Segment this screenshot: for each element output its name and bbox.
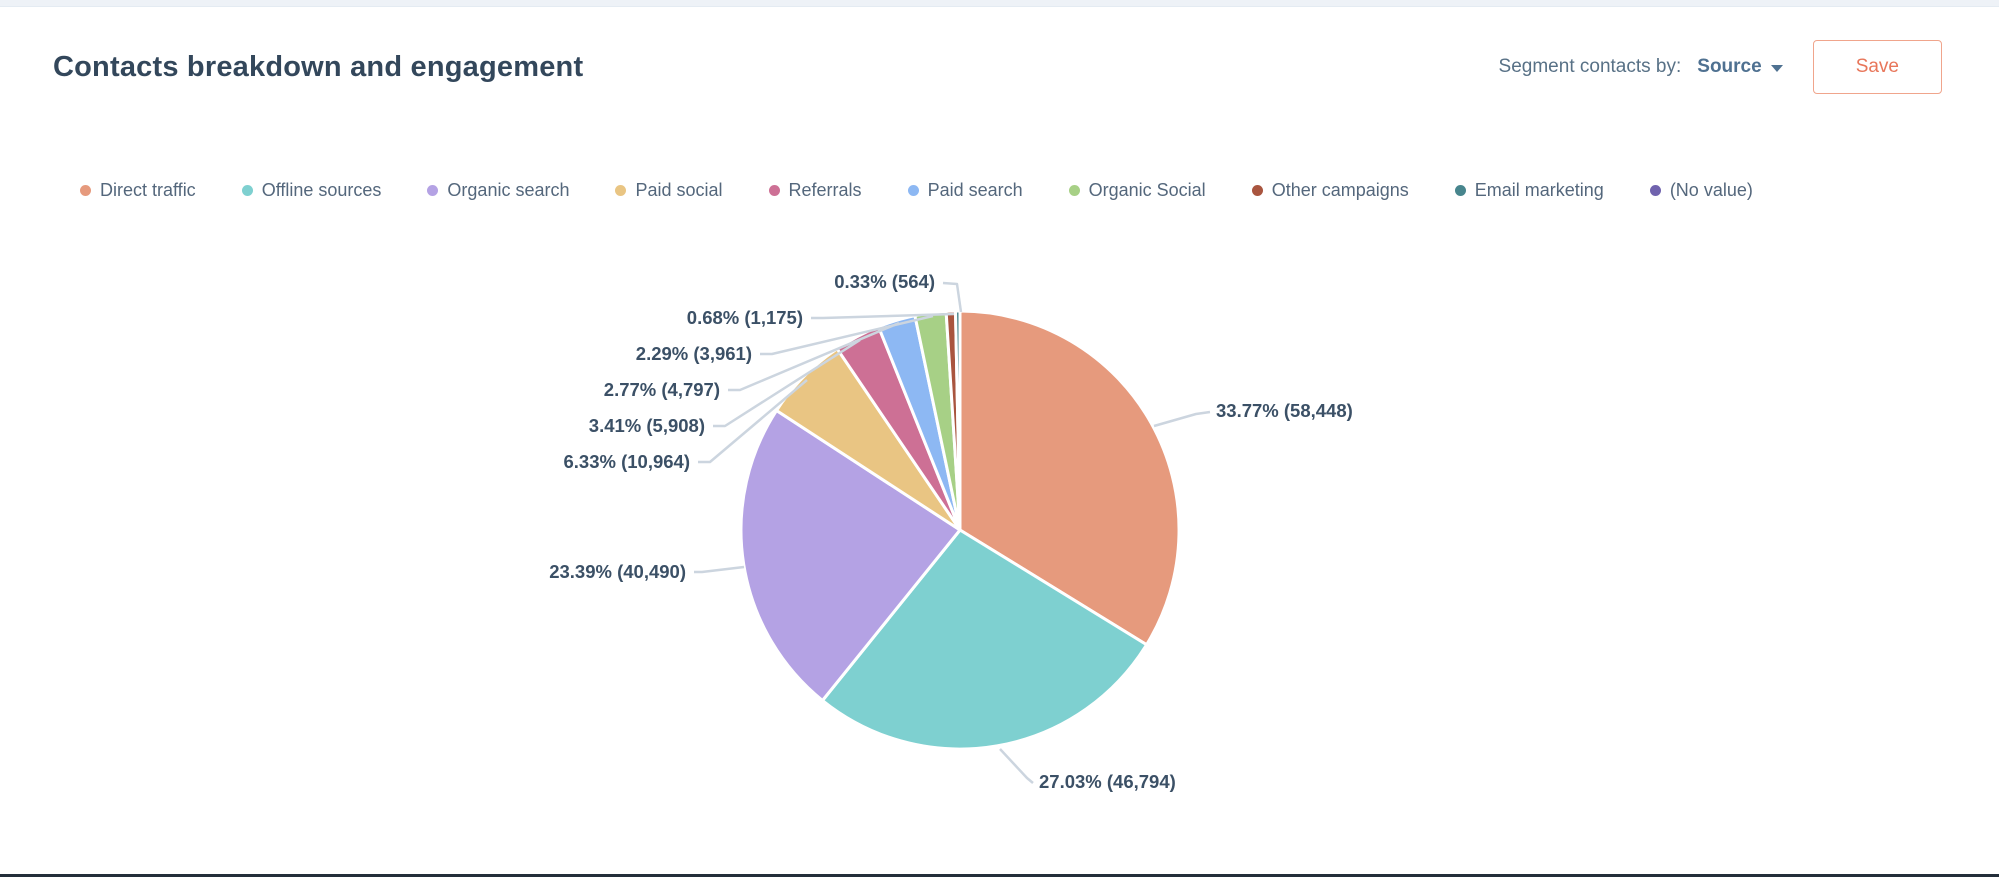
pie-slice-label: 2.77% (4,797) [604,379,720,400]
page-title: Contacts breakdown and engagement [53,50,584,83]
pie-slice-offline-sources[interactable] [821,528,1149,751]
legend-swatch-icon [907,185,919,196]
legend-item-paid-social[interactable]: Paid social [615,180,723,201]
pie-slice-label: 27.03% (46,794) [1039,771,1176,792]
legend-item-label: Other campaigns [1271,180,1409,200]
pie-slice-label: 3.41% (5,908) [589,415,705,436]
pie-label-leader-line [694,565,745,574]
legend-swatch-icon [427,185,439,196]
legend-item-no-value[interactable]: (No value) [1649,180,1753,201]
pie-slice-label: 2.29% (3,961) [636,343,752,364]
legend-swatch-icon [1649,185,1661,196]
legend-item-label: Organic Social [1088,180,1206,200]
legend-swatch-icon [80,185,91,196]
legend-swatch-icon [1251,185,1263,196]
pie-slice-label: 6.33% (10,964) [563,451,690,472]
pie-label-leader-line [728,321,900,392]
pie-slice-organic-search[interactable] [739,409,962,702]
pie-label-leader-line [760,314,934,356]
legend-swatch-icon [1068,185,1080,196]
chevron-down-icon [1770,64,1783,72]
report-header: Contacts breakdown and engagement Segmen… [0,7,1999,94]
pie-label-leader-line [698,379,808,464]
legend-item-label: Organic search [447,180,570,200]
legend-item-direct-traffic[interactable]: Direct traffic [80,180,196,201]
legend-item-referrals[interactable]: Referrals [768,180,862,201]
legend-item-organic-social[interactable]: Organic Social [1068,180,1206,201]
pie-slice-label: 23.39% (40,490) [549,561,686,582]
legend-item-offline-sources[interactable]: Offline sources [241,180,382,201]
legend-item-label: Direct traffic [100,180,196,200]
legend-swatch-icon [615,185,627,196]
legend-item-paid-search[interactable]: Paid search [907,180,1023,201]
legend-item-email-marketing[interactable]: Email marketing [1454,180,1604,201]
header-controls: Segment contacts by: Source Save [1499,40,1942,94]
save-button[interactable]: Save [1812,40,1942,94]
bottom-divider [0,874,1999,877]
legend-item-organic-search[interactable]: Organic search [427,180,569,201]
pie-label-leader-line [999,748,1034,784]
pie-label-leader-line [1153,410,1211,428]
pie-label-leader-line [713,338,861,428]
pie-chart: 33.77% (58,448) 27.03% (46,794) 23.39% (40… [0,210,1999,876]
pie-slice-direct-traffic[interactable] [958,309,1181,647]
pie-slice-label: 0.68% (1,175) [687,307,803,328]
segment-by-dropdown[interactable]: Source [1697,56,1783,78]
legend-item-other-campaigns[interactable]: Other campaigns [1251,180,1409,201]
legend-item-label: (No value) [1669,180,1753,200]
legend-item-label: Paid search [927,180,1023,200]
legend-item-label: Paid social [635,180,723,200]
legend-swatch-icon [241,185,253,196]
segment-by-label: Segment contacts by: [1498,56,1682,77]
pie-slice-label: 0.33% (564) [834,271,935,292]
pie-label-leader-line [942,281,963,313]
legend-item-label: Offline sources [261,180,382,200]
top-strip [0,0,1999,7]
legend-swatch-icon [768,185,780,196]
legend-item-label: Referrals [788,180,862,200]
pie-slice-label: 33.77% (58,448) [1216,400,1353,421]
chart-legend: Direct traffic Offline sources Organic sea… [0,180,1999,201]
pie-label-leader-line [811,312,955,320]
legend-swatch-icon [1454,185,1466,196]
legend-item-label: Email marketing [1474,180,1604,200]
segment-by-value: Source [1697,56,1762,77]
